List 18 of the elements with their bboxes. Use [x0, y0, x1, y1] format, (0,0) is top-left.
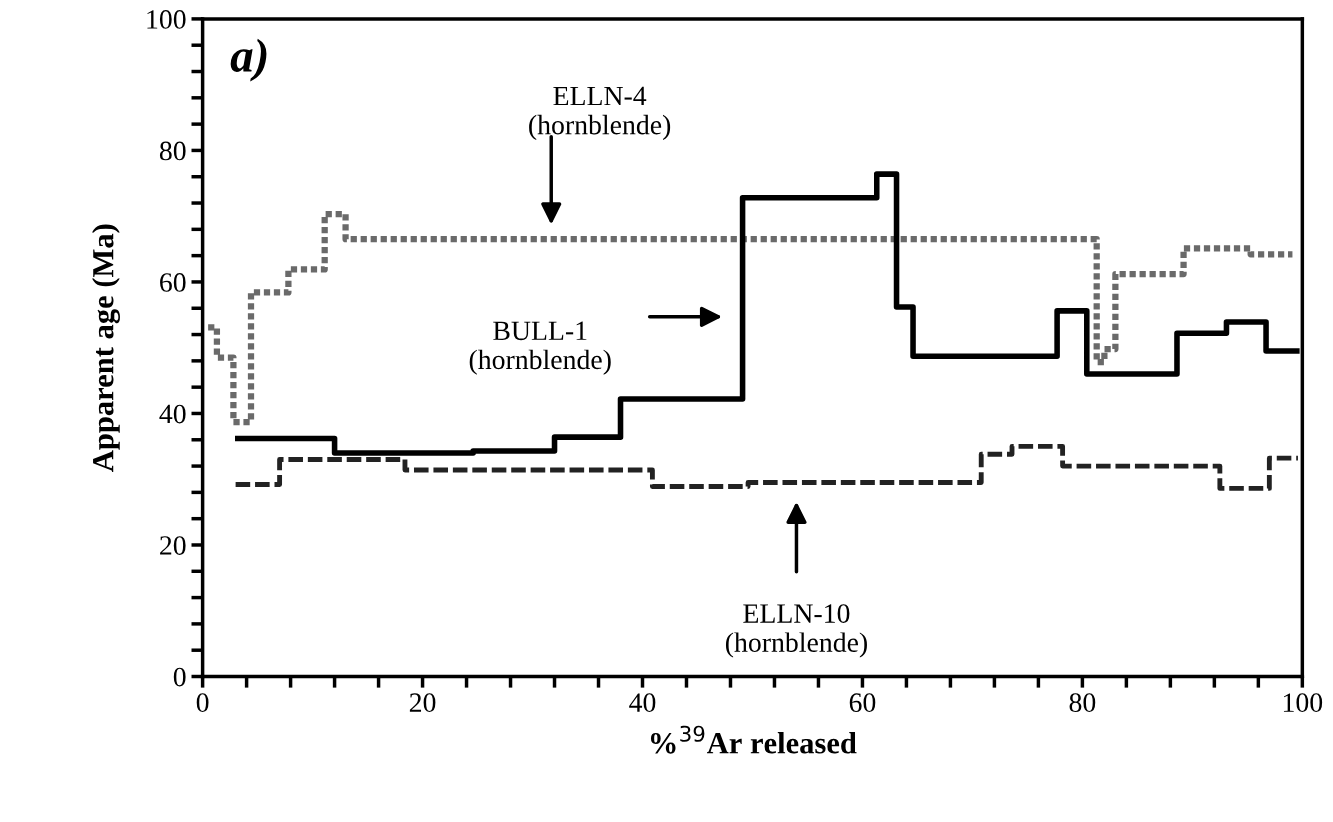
annotation: BULL-1 (hornblende): [469, 321, 611, 375]
annotation: ELLN-10 (hornblende): [725, 604, 867, 658]
x-tick-label: 0: [196, 693, 209, 713]
y-tick-label: 0: [173, 667, 186, 687]
y-tick-label: 40: [159, 404, 186, 424]
annotation: a): [230, 38, 267, 82]
x-tick-label: 60: [849, 693, 876, 713]
y-tick-label: 20: [160, 536, 186, 555]
x-tick-label: 40: [629, 693, 656, 713]
y-tick-label: 60: [160, 273, 186, 292]
x-axis-title: %$^{39}$Ar released: [650, 725, 857, 754]
y-tick-label: 100: [147, 10, 186, 29]
x-tick-label: 20: [409, 693, 436, 713]
y-axis-title: Apparent age (Ma): [92, 224, 120, 472]
annotation: ELLN-4 (hornblende): [529, 86, 671, 141]
x-tick-label: 80: [1069, 693, 1096, 713]
y-tick-label: 80: [159, 141, 186, 161]
x-tick-label: 100: [1283, 693, 1323, 713]
